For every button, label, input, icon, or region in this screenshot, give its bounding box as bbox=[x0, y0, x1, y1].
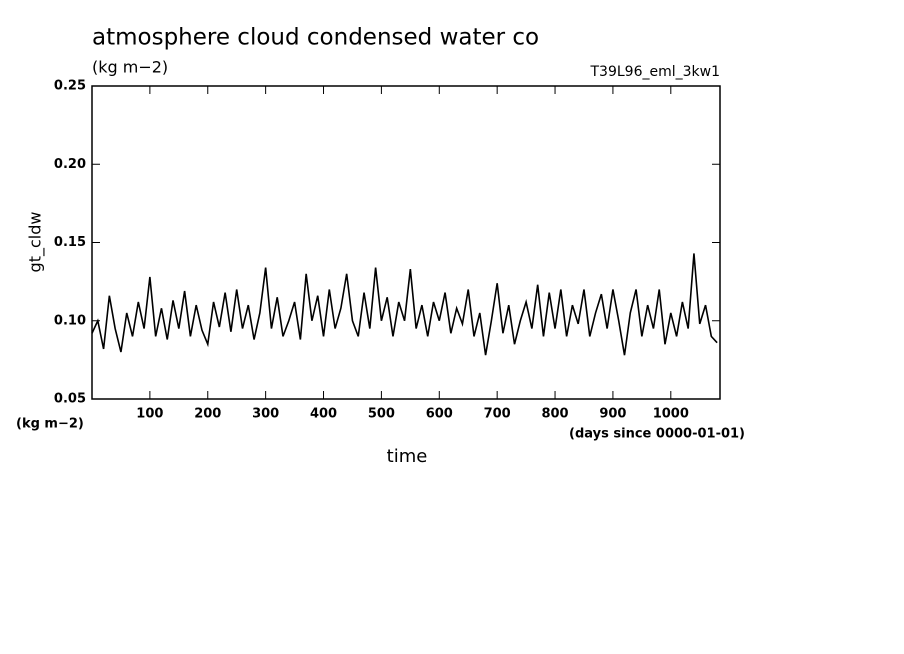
x-unit: (days since 0000-01-01) bbox=[569, 427, 745, 442]
x-tick-label: 500 bbox=[368, 407, 395, 422]
x-tick-label: 200 bbox=[194, 407, 221, 422]
y-axis-label: gt_cldw bbox=[26, 212, 46, 273]
y-tick-label: 0.10 bbox=[54, 313, 86, 328]
x-tick-label: 700 bbox=[484, 407, 511, 422]
data-line bbox=[91, 253, 718, 356]
x-tick-label: 800 bbox=[541, 407, 568, 422]
subtitle: (kg m−2) bbox=[92, 58, 168, 77]
y-unit: (kg m−2) bbox=[16, 417, 84, 432]
x-tick-label: 1000 bbox=[653, 407, 689, 422]
x-tick-label: 100 bbox=[136, 407, 163, 422]
y-tick-label: 0.25 bbox=[54, 79, 86, 94]
x-tick-label: 400 bbox=[310, 407, 337, 422]
x-tick-label: 300 bbox=[252, 407, 279, 422]
x-tick-label: 600 bbox=[426, 407, 453, 422]
x-axis-label: time bbox=[387, 446, 428, 467]
y-tick-label: 0.15 bbox=[54, 235, 86, 250]
y-tick-label: 0.20 bbox=[54, 157, 86, 172]
annotation: T39L96_eml_3kw1 bbox=[590, 64, 721, 80]
chart-title: atmosphere cloud condensed water co bbox=[92, 25, 539, 51]
x-tick-label: 900 bbox=[599, 407, 626, 422]
y-tick-label: 0.05 bbox=[54, 392, 86, 407]
